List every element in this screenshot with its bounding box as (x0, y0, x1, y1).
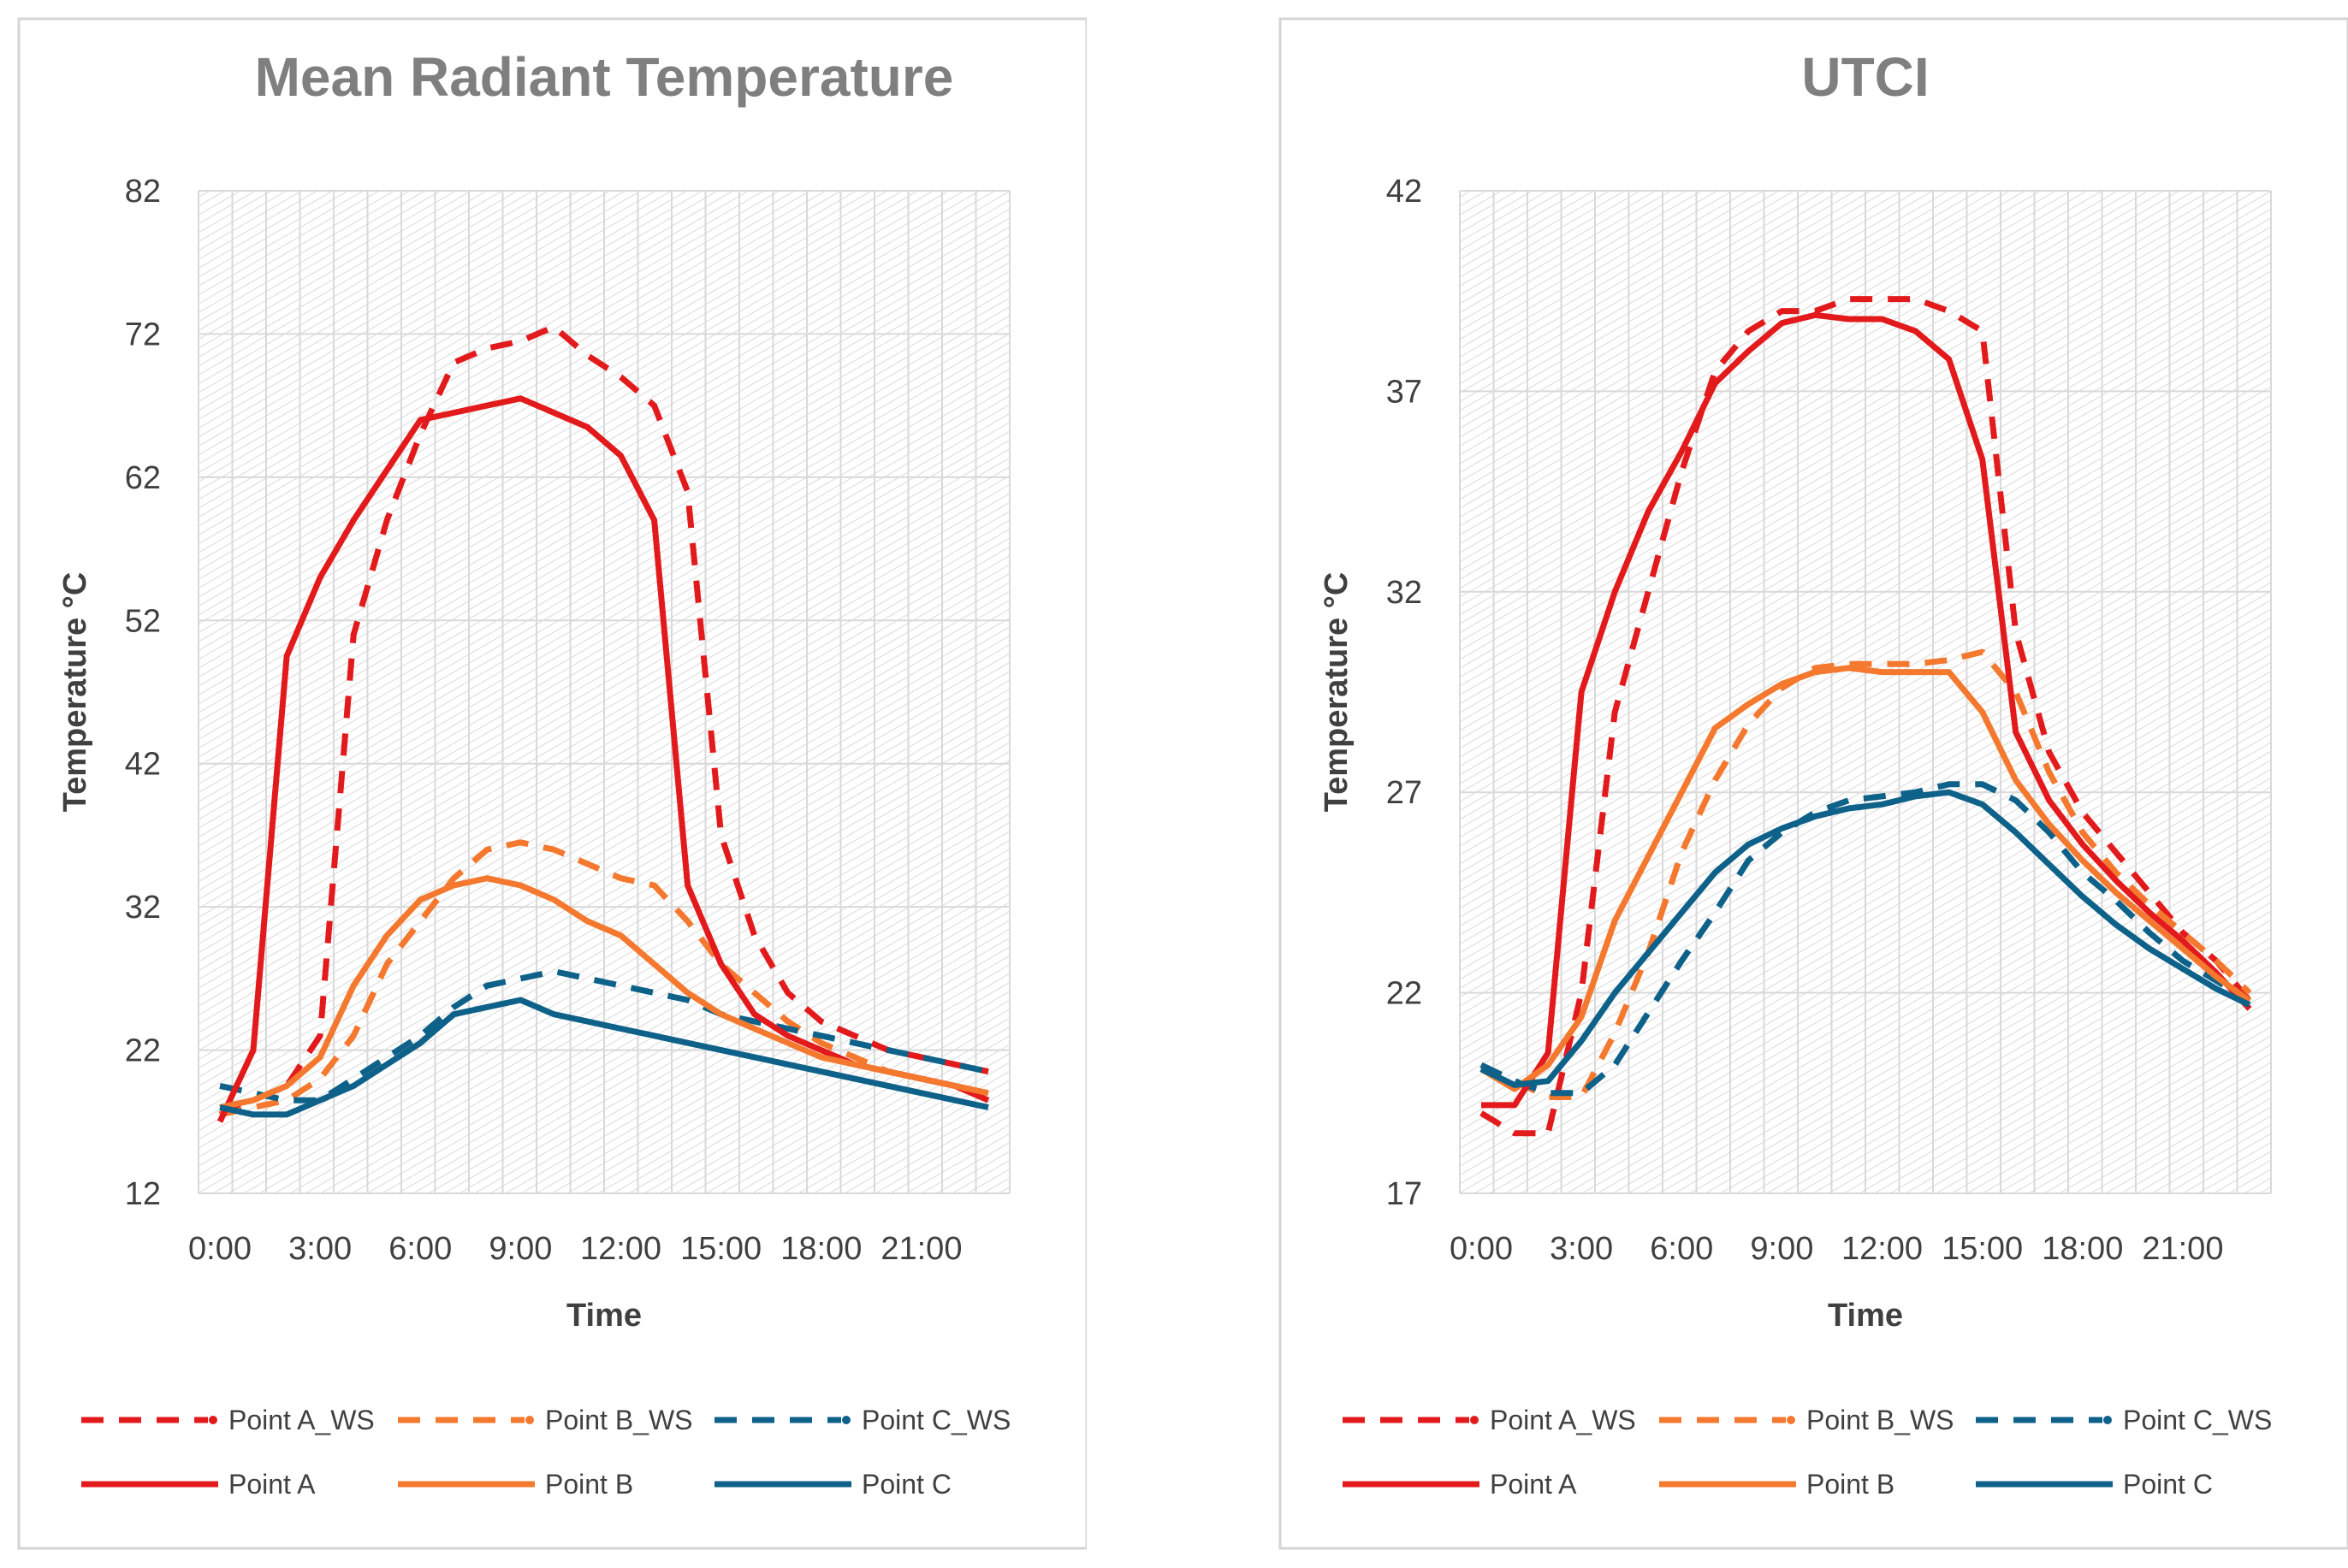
y-axis-title: Temperature °C (57, 572, 93, 813)
chart-title: Mean Radiant Temperature (255, 46, 954, 108)
y-tick-label: 52 (125, 603, 161, 639)
legend-swatch-dot (1470, 1416, 1479, 1424)
legend-label: Point B_WS (1806, 1405, 1954, 1435)
legend-label: Point A (1490, 1469, 1577, 1500)
y-tick-label: 17 (1386, 1176, 1422, 1212)
legend-item-point-c-ws: Point C_WS (714, 1405, 1011, 1435)
y-tick-label: 32 (125, 890, 161, 926)
legend-label: Point C_WS (2123, 1405, 2272, 1435)
y-axis-title: Temperature °C (1319, 572, 1355, 813)
x-tick-label: 9:00 (489, 1231, 552, 1267)
legend-label: Point B_WS (545, 1405, 693, 1435)
legend-swatch-dot (842, 1416, 851, 1424)
x-tick-label: 0:00 (188, 1231, 252, 1267)
legend-item-point-b-ws: Point B_WS (398, 1405, 693, 1435)
y-tick-label: 42 (125, 747, 161, 783)
y-tick-label: 42 (1386, 174, 1422, 210)
series-line-point-a-ws (218, 323, 989, 1118)
chart-mrt: Mean Radiant Temperature 12 22 32 42 52 62 72 82… (17, 17, 1087, 1550)
x-tick-label: 18:00 (780, 1231, 862, 1267)
x-tick-label: 15:00 (680, 1231, 762, 1267)
y-tick-label: 72 (125, 317, 161, 352)
chart-panel-utci: UTCI 17 22 27 32 37 42 0:00 3:00 6:00 9:00 12:00 15:… (1261, 0, 2348, 1568)
series-line-point-b-ws (219, 839, 989, 1118)
legend-item-point-b: Point B (1659, 1469, 1894, 1500)
x-tick-label: 0:00 (1450, 1231, 1513, 1267)
x-tick-label: 9:00 (1750, 1231, 1813, 1267)
legend-item-point-c: Point C (714, 1469, 952, 1500)
y-tick-label: 22 (125, 1033, 161, 1069)
x-tick-label: 6:00 (1650, 1231, 1713, 1267)
y-tick-label: 82 (125, 174, 161, 210)
legend-label: Point B (545, 1469, 633, 1500)
x-tick-label: 15:00 (1942, 1231, 2023, 1267)
legend-swatch-dot (209, 1416, 217, 1424)
series-line-point-c-ws (1479, 781, 2251, 1097)
legend-swatch-dot (1787, 1416, 1795, 1424)
legend-label: Point C (2123, 1469, 2213, 1500)
x-tick-label: 12:00 (1841, 1231, 1923, 1267)
y-tick-label: 62 (125, 460, 161, 496)
x-axis-title: Time (566, 1298, 642, 1334)
legend-swatch-dot (525, 1416, 534, 1424)
x-tick-label: 21:00 (880, 1231, 962, 1267)
chart-title: UTCI (1801, 46, 1929, 108)
y-tick-label: 32 (1386, 575, 1422, 611)
series-line-point-c-ws (219, 968, 989, 1104)
series-line-point-b (219, 875, 989, 1110)
legend-item-point-a: Point A (1343, 1469, 1577, 1500)
x-tick-label: 3:00 (288, 1231, 352, 1267)
legend-label: Point B (1806, 1469, 1894, 1500)
series-line-point-b (1479, 665, 2252, 1092)
series-line-point-a-ws (1479, 296, 2252, 1137)
x-tick-label: 6:00 (388, 1231, 452, 1267)
x-tick-label: 12:00 (580, 1231, 661, 1267)
x-tick-label: 21:00 (2142, 1231, 2223, 1267)
legend-item-point-c: Point C (1976, 1469, 2213, 1500)
chart-utci: UTCI 17 22 27 32 37 42 0:00 3:00 6:00 9:00 12:00 15:… (1278, 17, 2348, 1550)
y-tick-label: 12 (125, 1176, 161, 1212)
legend-label: Point C_WS (862, 1405, 1011, 1435)
legend-label: Point A (228, 1469, 316, 1500)
legend-item-point-b-ws: Point B_WS (1659, 1405, 1954, 1435)
legend-item-point-a-ws: Point A_WS (1343, 1405, 1636, 1435)
legend-item-point-a-ws: Point A_WS (81, 1405, 375, 1435)
legend-label: Point C (862, 1469, 952, 1500)
y-tick-label: 37 (1386, 374, 1422, 410)
legend-item-point-a: Point A (81, 1469, 316, 1500)
series-line-point-a (1481, 311, 2252, 1109)
y-tick-label: 22 (1386, 976, 1422, 1012)
series-line-point-c (219, 997, 989, 1118)
x-tick-label: 3:00 (1550, 1231, 1613, 1267)
series-line-point-c (1479, 789, 2251, 1088)
series-line-point-b-ws (1479, 648, 2252, 1100)
legend-item-point-c-ws: Point C_WS (1976, 1405, 2272, 1435)
chart-panel-mrt: Mean Radiant Temperature 12 22 32 42 52 62 72 82… (0, 0, 1087, 1568)
legend-swatch-dot (2103, 1416, 2112, 1424)
legend-item-point-b: Point B (398, 1469, 633, 1500)
legend-label: Point A_WS (228, 1405, 375, 1435)
x-axis-title: Time (1828, 1298, 1903, 1334)
x-tick-label: 18:00 (2042, 1231, 2123, 1267)
y-tick-label: 27 (1386, 775, 1422, 811)
legend-label: Point A_WS (1490, 1405, 1636, 1435)
